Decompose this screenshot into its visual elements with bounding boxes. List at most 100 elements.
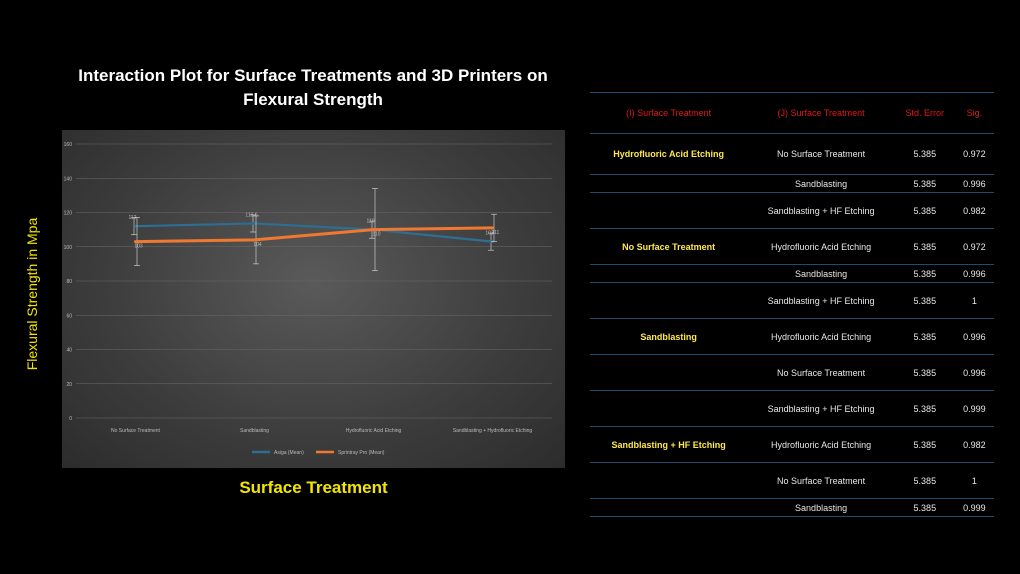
comparison-table: (I) Surface Treatment (J) Surface Treatm… — [590, 92, 994, 517]
cell-std-error: 5.385 — [894, 174, 955, 193]
cell-j-treatment: No Surface Treatment — [747, 462, 895, 499]
cell-i-group: No Surface Treatment — [590, 228, 748, 265]
y-tick-label: 40 — [66, 348, 72, 354]
cell-j-treatment: Sandblasting + HF Etching — [747, 390, 895, 427]
cell-sig: 0.999 — [954, 390, 994, 427]
cell-std-error: 5.385 — [894, 264, 955, 283]
data-point — [491, 226, 494, 230]
cell-std-error: 5.385 — [894, 318, 955, 355]
header-std-error: Std. Error — [894, 92, 955, 134]
data-label: 103 — [485, 231, 494, 237]
cell-i-group — [590, 282, 748, 319]
data-label: 111 — [492, 230, 500, 236]
y-axis-label: Flexural Strength in Mpa — [24, 217, 40, 371]
header-i: (I) Surface Treatment — [590, 92, 748, 134]
cell-i-group: Sandblasting + HF Etching — [590, 426, 748, 463]
y-tick-label: 20 — [66, 382, 72, 388]
data-point — [134, 224, 137, 228]
header-j: (J) Surface Treatment — [747, 92, 895, 134]
cell-j-treatment: Sandblasting + HF Etching — [747, 192, 895, 229]
cell-sig: 0.996 — [954, 174, 994, 193]
cell-j-treatment: Sandblasting + HF Etching — [747, 282, 895, 319]
data-point — [372, 228, 375, 232]
cell-i-group — [590, 390, 748, 427]
cell-j-treatment: Hydrofluoric Acid Etching — [747, 426, 895, 463]
interaction-plot: 0 20 40 60 80 100 120 140 160 No Surface Treatmen… — [64, 142, 552, 456]
table-row: Sandblasting + HF Etching 5.385 0.999 — [590, 390, 994, 427]
data-label: 113.6 — [245, 212, 257, 218]
data-label: 110 — [367, 219, 375, 225]
series-line — [134, 226, 494, 244]
table-row: Sandblasting + HF Etching 5.385 0.982 — [590, 192, 994, 229]
cell-j-treatment: Sandblasting — [747, 174, 895, 193]
x-tick-label: Sandblasting — [240, 428, 269, 434]
cell-sig: 1 — [954, 462, 994, 499]
chart-title: Interaction Plot for Surface Treatments … — [78, 66, 548, 109]
x-tick-label: Sandblasting + Hydrofluoric Etching — [453, 428, 533, 434]
cell-std-error: 5.385 — [894, 390, 955, 427]
cell-std-error: 5.385 — [894, 192, 955, 229]
table-row: Sandblasting + HF Etching Hydrofluoric Ac… — [590, 426, 994, 463]
y-tick-label: 160 — [64, 142, 73, 148]
cell-std-error: 5.385 — [894, 282, 955, 319]
cell-sig: 0.982 — [954, 192, 994, 229]
x-axis-label: Surface Treatment — [239, 478, 388, 497]
plot-area: 0 20 40 60 80 100 120 140 160 No Surface Treatmen… — [62, 130, 565, 468]
cell-j-treatment: No Surface Treatment — [747, 133, 895, 175]
y-tick-label: 80 — [66, 279, 72, 285]
table-row: Hydrofluoric Acid Etching No Surface Trea… — [590, 133, 994, 175]
series-line — [134, 222, 494, 243]
cell-sig: 0.999 — [954, 498, 994, 517]
data-label: 112 — [129, 215, 137, 221]
data-label: 104 — [253, 242, 262, 248]
cell-i-group: Hydrofluoric Acid Etching — [590, 133, 748, 175]
table-row: Sandblasting 5.385 0.996 — [590, 174, 994, 193]
table-row: Sandblasting + HF Etching 5.385 1 — [590, 282, 994, 319]
x-tick-label: No Surface Treatment — [111, 428, 161, 434]
legend-label: Asiga (Mean) — [274, 450, 304, 456]
table-row: Sandblasting 5.385 0.999 — [590, 498, 994, 517]
table-row: No Surface Treatment 5.385 1 — [590, 462, 994, 499]
table-header-row: (I) Surface Treatment (J) Surface Treatm… — [590, 92, 994, 134]
table-row: Sandblasting Hydrofluoric Acid Etching 5.3… — [590, 318, 994, 355]
data-point — [253, 222, 256, 225]
cell-i-group — [590, 462, 748, 499]
cell-j-treatment: Sandblasting — [747, 264, 895, 283]
cell-i-group — [590, 354, 748, 391]
cell-sig: 0.996 — [954, 264, 994, 283]
y-tick-label: 140 — [64, 176, 73, 182]
cell-sig: 0.982 — [954, 426, 994, 463]
cell-sig: 0.996 — [954, 318, 994, 355]
data-point — [134, 240, 137, 244]
cell-i-group — [590, 264, 748, 283]
table-row: Sandblasting 5.385 0.996 — [590, 264, 994, 283]
cell-std-error: 5.385 — [894, 133, 955, 175]
x-tick-label: Hydrofluoric Acid Etching — [346, 428, 402, 434]
cell-std-error: 5.385 — [894, 426, 955, 463]
cell-i-group — [590, 192, 748, 229]
data-point — [253, 238, 256, 242]
legend-label: Sprintray Pro (Mean) — [338, 450, 385, 456]
table-body: Hydrofluoric Acid Etching No Surface Trea… — [590, 133, 994, 517]
cell-j-treatment: No Surface Treatment — [747, 354, 895, 391]
cell-std-error: 5.385 — [894, 498, 955, 517]
cell-j-treatment: Hydrofluoric Acid Etching — [747, 228, 895, 265]
table-row: No Surface Treatment 5.385 0.996 — [590, 354, 994, 391]
cell-i-group — [590, 498, 748, 517]
header-sig: Sig. — [954, 92, 994, 134]
y-tick-label: 100 — [64, 245, 73, 251]
table-row: No Surface Treatment Hydrofluoric Acid Et… — [590, 228, 994, 265]
data-label: 103 — [134, 244, 143, 250]
y-tick-label: 120 — [64, 211, 73, 217]
cell-std-error: 5.385 — [894, 228, 955, 265]
y-tick-label: 60 — [66, 313, 72, 319]
cell-j-treatment: Hydrofluoric Acid Etching — [747, 318, 895, 355]
cell-sig: 0.996 — [954, 354, 994, 391]
data-label: 110 — [373, 232, 381, 238]
cell-sig: 0.972 — [954, 228, 994, 265]
cell-j-treatment: Sandblasting — [747, 498, 895, 517]
cell-sig: 0.972 — [954, 133, 994, 175]
cell-sig: 1 — [954, 282, 994, 319]
y-tick-label: 0 — [69, 416, 72, 422]
cell-std-error: 5.385 — [894, 354, 955, 391]
